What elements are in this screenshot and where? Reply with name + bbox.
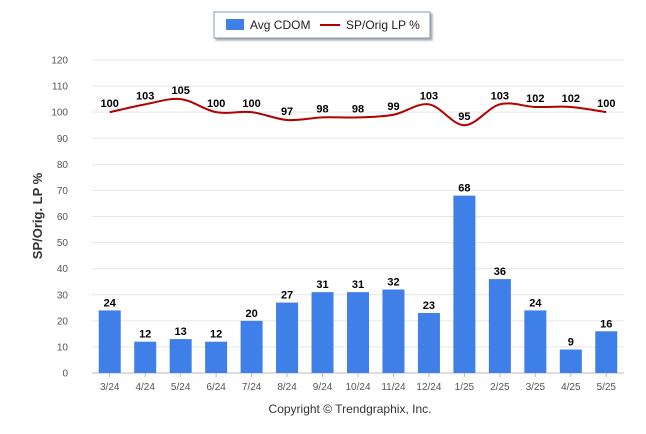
y-tick-label: 30 <box>57 290 69 301</box>
line-data-labels: 100 103 105 100 100 97 98 98 99 103 95 103 102 102 100 <box>101 85 616 123</box>
bar <box>169 339 192 373</box>
line-value-label: 102 <box>562 93 580 105</box>
legend: Avg CDOM SP/Orig LP % <box>213 11 431 39</box>
x-tick-label: 1/25 <box>455 382 475 393</box>
bar <box>98 310 121 373</box>
bar-value-label: 24 <box>529 297 542 309</box>
legend-label-line: SP/Orig LP % <box>346 18 420 32</box>
bar-value-label: 27 <box>281 290 293 302</box>
legend-label-bar: Avg CDOM <box>250 18 310 32</box>
bar-value-label: 31 <box>352 279 364 291</box>
x-tick-label: 10/24 <box>345 382 370 393</box>
x-axis-ticks: 3/24 4/24 5/24 6/24 7/24 8/24 9/24 10/24 11/24 12… <box>100 373 616 393</box>
bar <box>347 292 369 373</box>
x-tick-label: 12/24 <box>416 382 441 393</box>
bar <box>453 195 476 373</box>
bar-value-label: 20 <box>245 308 257 320</box>
x-tick-label: 3/25 <box>526 382 546 393</box>
series-line <box>109 97 607 127</box>
line-value-label: 103 <box>491 90 509 102</box>
bar-value-label: 12 <box>139 329 151 341</box>
bar <box>134 341 157 373</box>
line-value-label: 98 <box>316 103 328 115</box>
bar <box>205 341 228 373</box>
x-tick-label: 4/25 <box>561 382 581 393</box>
bar <box>488 279 511 373</box>
x-tick-label: 3/24 <box>100 382 120 393</box>
bar-value-label: 36 <box>494 266 506 278</box>
line-value-label: 100 <box>101 98 119 110</box>
y-tick-label: 100 <box>51 108 68 119</box>
bar-data-labels: 24 12 13 12 20 27 31 31 32 23 68 36 24 9 16 <box>104 183 613 349</box>
line-value-label: 102 <box>526 93 544 105</box>
x-tick-label: 5/25 <box>597 382 617 393</box>
x-tick-label: 8/24 <box>277 382 297 393</box>
x-tick-label: 4/24 <box>135 382 155 393</box>
bar-value-label: 24 <box>104 297 117 309</box>
y-tick-label: 70 <box>57 186 69 197</box>
bar <box>524 310 547 373</box>
y-tick-label: 40 <box>57 264 69 275</box>
y-tick-label: 10 <box>57 342 69 353</box>
bar-value-label: 23 <box>423 300 435 312</box>
line-value-label: 98 <box>352 103 364 115</box>
y-tick-label: 0 <box>62 369 68 380</box>
y-tick-label: 90 <box>57 134 69 145</box>
bar-value-label: 32 <box>387 277 399 289</box>
bar-value-label: 68 <box>458 183 470 195</box>
bar-value-label: 13 <box>175 326 187 338</box>
line-value-label: 100 <box>242 98 260 110</box>
bar <box>559 349 582 373</box>
line-value-label: 103 <box>420 90 438 102</box>
x-tick-label: 9/24 <box>313 382 333 393</box>
line-series <box>109 97 607 127</box>
x-tick-label: 11/24 <box>381 382 406 393</box>
line-value-label: 105 <box>171 85 189 97</box>
line-value-label: 95 <box>458 111 470 123</box>
x-tick-label: 2/25 <box>490 382 510 393</box>
bar <box>311 292 334 373</box>
bar <box>382 289 405 373</box>
bar <box>595 331 618 373</box>
y-axis-title: SP/Orig. LP % <box>30 172 45 259</box>
line-value-label: 97 <box>281 106 293 118</box>
bar-value-label: 31 <box>316 279 328 291</box>
line-value-label: 103 <box>136 90 154 102</box>
y-tick-label: 120 <box>51 56 68 67</box>
line-value-label: 100 <box>207 98 225 110</box>
bar-value-label: 9 <box>568 337 574 349</box>
legend-swatch-bar <box>226 19 244 30</box>
y-axis-ticks: 0 10 20 30 40 50 60 70 80 90 100 110 120 <box>51 56 68 380</box>
y-tick-label: 110 <box>52 82 68 93</box>
y-tick-label: 80 <box>57 160 69 171</box>
x-tick-label: 5/24 <box>171 382 191 393</box>
bar <box>417 313 440 373</box>
bar-value-label: 16 <box>600 318 612 330</box>
y-tick-label: 50 <box>57 238 69 249</box>
y-tick-label: 60 <box>57 212 69 223</box>
x-tick-label: 6/24 <box>206 382 226 393</box>
bar <box>240 320 263 373</box>
line-value-label: 100 <box>597 98 615 110</box>
copyright-text: Copyright © Trendgraphix, Inc. <box>269 402 432 416</box>
line-value-label: 99 <box>387 101 399 113</box>
bar <box>276 302 299 373</box>
bar-series <box>98 195 618 373</box>
y-tick-label: 20 <box>57 316 69 327</box>
x-tick-label: 7/24 <box>242 382 262 393</box>
bar-value-label: 12 <box>210 329 222 341</box>
